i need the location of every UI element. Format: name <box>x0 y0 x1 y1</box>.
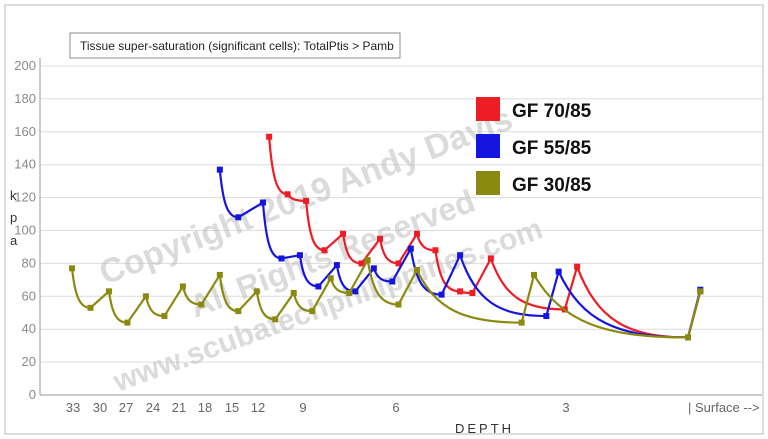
legend: GF 70/85 GF 55/85 GF 30/85 <box>476 97 592 196</box>
data-point-marker <box>438 291 445 298</box>
x-tick-label: 9 <box>299 400 306 415</box>
data-point-marker <box>543 313 550 320</box>
data-point-marker <box>69 265 75 272</box>
chart-title: Tissue super-saturation (significant cel… <box>80 39 394 53</box>
data-point-marker <box>457 252 464 259</box>
data-point-marker <box>364 257 371 264</box>
data-point-marker <box>235 214 242 221</box>
data-point-marker <box>142 293 149 300</box>
data-point-marker <box>469 290 476 297</box>
data-point-marker <box>259 199 266 206</box>
y-tick-label: 160 <box>14 124 36 139</box>
x-tick-label: | Surface --> <box>688 400 760 415</box>
data-point-marker <box>333 262 340 269</box>
data-point-marker <box>377 235 383 242</box>
data-point-marker <box>315 283 322 290</box>
data-point-marker <box>487 255 494 262</box>
data-point-marker <box>395 301 402 308</box>
x-tick-label: 15 <box>225 400 239 415</box>
legend-swatch <box>476 171 500 195</box>
legend-swatch <box>476 134 500 158</box>
data-point-marker <box>179 283 186 290</box>
axes: 0 20 40 60 80 100 120 140 160 180 200 33 30 27 24 21 18 1… <box>14 58 762 415</box>
x-tick-label: 21 <box>172 400 186 415</box>
data-point-marker <box>457 288 464 295</box>
y-tick-label: 180 <box>14 91 36 106</box>
data-point-marker <box>413 230 420 237</box>
data-series <box>69 133 704 341</box>
data-point-marker <box>253 288 260 295</box>
y-tick-label: 80 <box>22 255 36 270</box>
x-tick-label: 33 <box>66 400 80 415</box>
chart-title-box: Tissue super-saturation (significant cel… <box>69 32 401 59</box>
x-tick-label: 24 <box>146 400 160 415</box>
x-axis-label: DEPTH <box>455 421 514 436</box>
x-tick-label: 27 <box>119 400 133 415</box>
y-tick-label: 120 <box>14 190 36 205</box>
y-tick-label: 200 <box>14 58 36 73</box>
y-tick-label: 20 <box>22 354 36 369</box>
data-point-marker <box>321 247 328 254</box>
data-point-marker <box>296 252 303 259</box>
y-tick-label: 140 <box>14 157 36 172</box>
data-point-marker <box>290 290 297 297</box>
y-axis-label-k: k <box>10 188 17 203</box>
y-axis-label-a: a <box>10 233 18 248</box>
data-point-marker <box>346 290 353 297</box>
data-point-marker <box>340 230 347 237</box>
data-point-marker <box>395 260 402 267</box>
series-gf-30-85 <box>69 257 704 341</box>
x-tick-label: 12 <box>251 400 265 415</box>
data-point-marker <box>124 319 131 326</box>
x-tick-label: 6 <box>392 400 399 415</box>
data-point-marker <box>216 271 223 278</box>
y-tick-label: 60 <box>22 288 36 303</box>
y-tick-label: 0 <box>29 387 36 402</box>
data-point-marker <box>407 245 414 252</box>
title-frame <box>69 32 401 59</box>
data-point-marker <box>432 247 439 254</box>
data-point-marker <box>216 166 223 173</box>
data-point-marker <box>685 334 691 341</box>
y-tick-label: 100 <box>14 223 36 238</box>
data-point-marker <box>352 288 359 295</box>
data-point-marker <box>309 308 316 315</box>
data-point-marker <box>370 265 377 272</box>
legend-label: GF 30/85 <box>512 175 592 196</box>
legend-label: GF 70/85 <box>512 101 592 122</box>
data-point-marker <box>555 268 562 275</box>
data-point-marker <box>413 266 420 273</box>
data-point-marker <box>105 288 112 295</box>
data-point-marker <box>531 271 537 278</box>
data-point-marker <box>284 191 291 198</box>
data-point-marker <box>358 260 365 267</box>
data-point-marker <box>235 308 242 315</box>
legend-label: GF 55/85 <box>512 138 592 159</box>
series-line <box>218 169 702 339</box>
data-point-marker <box>272 316 279 323</box>
y-axis-label-p: p <box>10 210 17 225</box>
x-tick-label: 3 <box>562 400 569 415</box>
data-point-marker <box>518 319 525 326</box>
data-point-marker <box>327 275 334 282</box>
data-point-marker <box>266 133 273 140</box>
data-point-marker <box>303 197 310 204</box>
x-tick-label: 30 <box>93 400 107 415</box>
data-point-marker <box>161 313 168 320</box>
data-point-marker <box>697 288 704 295</box>
data-point-marker <box>198 301 205 308</box>
data-point-marker <box>87 304 94 311</box>
y-tick-label: 40 <box>22 321 36 336</box>
data-point-marker <box>389 278 396 285</box>
data-point-marker <box>574 263 581 270</box>
legend-swatch <box>476 97 500 121</box>
data-point-marker <box>278 255 285 262</box>
x-tick-label: 18 <box>198 400 212 415</box>
